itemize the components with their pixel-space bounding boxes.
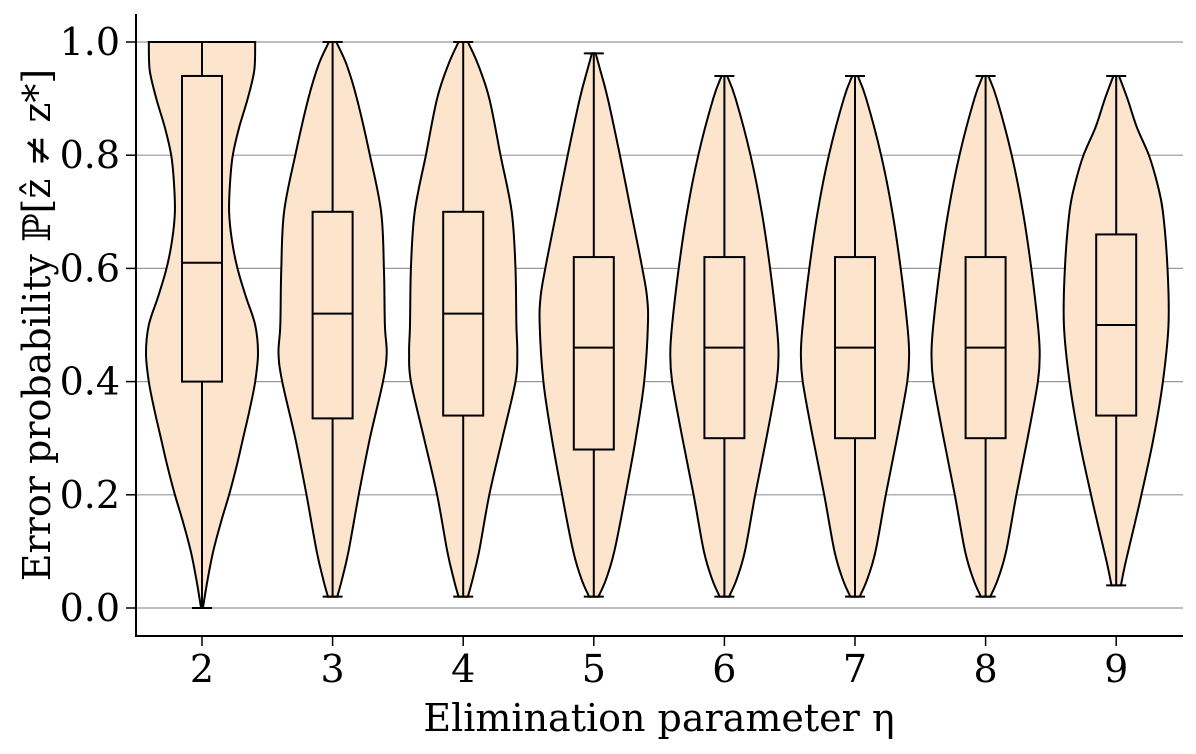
- x-tick-label: 5: [582, 647, 606, 691]
- axes: [135, 14, 1183, 637]
- x-tick-label: 2: [190, 647, 214, 691]
- box-5: [572, 256, 615, 451]
- x-tick-label: 7: [843, 647, 867, 691]
- x-axis-label: Elimination parameter η: [423, 696, 894, 740]
- y-tick-label: 1.0: [60, 20, 120, 64]
- box-3: [311, 210, 354, 420]
- x-tick-label: 3: [321, 647, 345, 691]
- y-tick-label: 0.2: [60, 473, 120, 517]
- x-tick-label: 8: [974, 647, 998, 691]
- y-tick-label: 0.0: [60, 586, 120, 630]
- x-tick-label: 4: [451, 647, 475, 691]
- ticks: 0.0 0.2 0.4 0.6 0.8 1.0 2 3 4 5 6 7 8 9: [60, 20, 1129, 691]
- y-tick-label: 0.6: [60, 246, 120, 290]
- y-tick-label: 0.8: [60, 133, 120, 177]
- x-tick-label: 6: [712, 647, 736, 691]
- y-tick-label: 0.4: [60, 360, 120, 404]
- violin-2: [144, 41, 260, 609]
- box-2: [181, 74, 223, 383]
- boxplots: [181, 41, 1138, 609]
- x-tick-label: 9: [1104, 647, 1128, 691]
- violins: [144, 41, 1170, 609]
- y-axis-label: Error probability ℙ[ẑ ≠ z*]: [15, 69, 59, 581]
